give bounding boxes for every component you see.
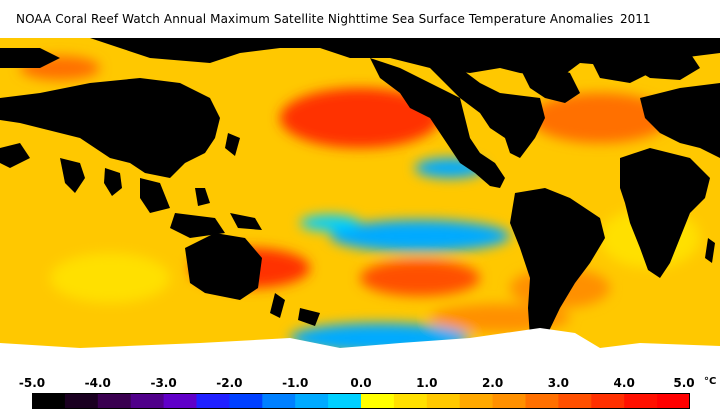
landmass bbox=[270, 293, 285, 318]
sst-anomaly-map bbox=[0, 38, 720, 368]
landmass bbox=[705, 238, 715, 263]
colorbar-tick-label: 2.0 bbox=[481, 376, 504, 390]
landmass bbox=[104, 168, 122, 196]
colorbar-tick-label: 3.0 bbox=[547, 376, 570, 390]
colorbar-swatch bbox=[163, 393, 197, 409]
landmass bbox=[185, 233, 262, 300]
ice bbox=[0, 328, 720, 368]
colorbar-swatch bbox=[64, 393, 99, 409]
colorbar-swatch bbox=[492, 393, 526, 409]
colorbar-tick-label: -2.0 bbox=[216, 376, 243, 390]
anomaly-patch bbox=[530, 93, 670, 143]
landmass bbox=[195, 188, 210, 206]
colorbar-swatch bbox=[328, 393, 362, 409]
anomaly-patch bbox=[330, 220, 510, 252]
colorbar-tick-label: 4.0 bbox=[613, 376, 635, 390]
colorbar-tick-label: -1.0 bbox=[282, 376, 309, 390]
anomaly-patch bbox=[300, 215, 360, 231]
landmass bbox=[230, 213, 262, 230]
landmass bbox=[520, 63, 580, 103]
title-bar: NOAA Coral Reef Watch Annual Maximum Sat… bbox=[0, 0, 720, 38]
landmass bbox=[140, 178, 170, 213]
landmass bbox=[225, 133, 240, 156]
landmass bbox=[0, 48, 60, 68]
colorbar-swatch bbox=[657, 393, 690, 409]
colorbar-swatch bbox=[459, 393, 494, 409]
landmass bbox=[0, 78, 220, 178]
colorbar-swatch bbox=[262, 393, 296, 409]
colorbar-tick-label: -4.0 bbox=[84, 376, 111, 390]
landmass bbox=[620, 148, 710, 278]
colorbar-labels: -5.0 -4.0 -3.0 -2.0 -1.0 0.0 1.0 2.0 3.0 4.0 5.0 °C bbox=[0, 376, 720, 392]
map-year: 2011 bbox=[620, 12, 651, 26]
landmass bbox=[0, 143, 30, 168]
colorbar-swatch bbox=[196, 393, 230, 409]
colorbar-tick-label: 5.0 bbox=[673, 376, 695, 390]
colorbar-swatch bbox=[130, 393, 165, 409]
colorbar bbox=[32, 393, 690, 409]
colorbar-tick-label: 1.0 bbox=[416, 376, 438, 390]
colorbar-tick-label: 0.0 bbox=[350, 376, 372, 390]
landmass bbox=[640, 83, 720, 158]
colorbar-swatch bbox=[32, 393, 66, 409]
landmass bbox=[430, 68, 545, 158]
colorbar-swatch bbox=[229, 393, 263, 409]
anomaly-patch bbox=[280, 88, 440, 148]
landmass bbox=[370, 58, 505, 188]
landmass bbox=[510, 188, 605, 348]
colorbar-outline bbox=[32, 393, 690, 409]
colorbar-swatch bbox=[624, 393, 658, 409]
map-title: NOAA Coral Reef Watch Annual Maximum Sat… bbox=[16, 12, 614, 26]
colorbar-tick-label: -3.0 bbox=[150, 376, 177, 390]
landmass bbox=[60, 158, 85, 193]
sea-ice bbox=[560, 343, 610, 368]
colorbar-swatch bbox=[295, 393, 329, 409]
sea-ice bbox=[0, 328, 720, 368]
colorbar-swatch bbox=[393, 393, 428, 409]
colorbar-unit: °C bbox=[704, 376, 717, 387]
landmass bbox=[625, 48, 700, 80]
colorbar-swatch bbox=[558, 393, 592, 409]
landmass bbox=[170, 213, 225, 238]
colorbar-swatch bbox=[426, 393, 461, 409]
colorbar-tick-label: -5.0 bbox=[18, 376, 46, 390]
colorbar-swatch bbox=[525, 393, 559, 409]
colorbar-swatch bbox=[97, 393, 132, 409]
anomaly-patch bbox=[50, 253, 170, 303]
colorbar-swatch bbox=[591, 393, 625, 409]
land bbox=[0, 38, 720, 348]
colorbar-swatch bbox=[361, 393, 395, 409]
landmass bbox=[298, 308, 320, 326]
anomaly-patch bbox=[360, 260, 480, 296]
landmass bbox=[90, 38, 720, 78]
